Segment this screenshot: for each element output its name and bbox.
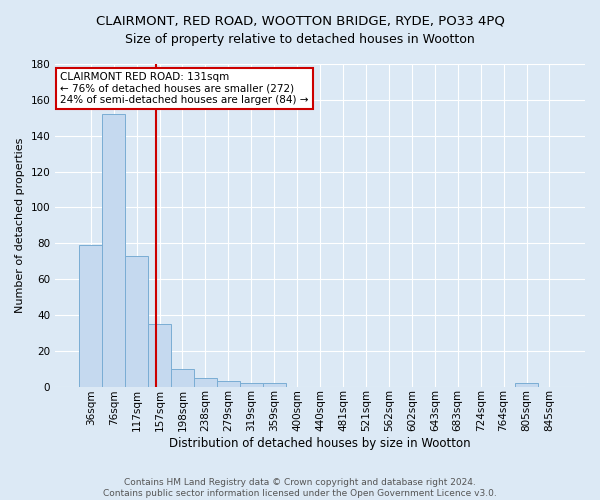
Bar [263,383,286,386]
X-axis label: Distribution of detached houses by size in Wootton: Distribution of detached houses by size … [169,437,471,450]
Y-axis label: Number of detached properties: Number of detached properties [15,138,25,313]
Bar [79,245,102,386]
Text: CLAIRMONT RED ROAD: 131sqm
← 76% of detached houses are smaller (272)
24% of sem: CLAIRMONT RED ROAD: 131sqm ← 76% of deta… [61,72,309,106]
Bar [217,381,240,386]
Bar [148,324,171,386]
Bar [102,114,125,386]
Bar [194,378,217,386]
Bar [240,383,263,386]
Text: Size of property relative to detached houses in Wootton: Size of property relative to detached ho… [125,32,475,46]
Text: CLAIRMONT, RED ROAD, WOOTTON BRIDGE, RYDE, PO33 4PQ: CLAIRMONT, RED ROAD, WOOTTON BRIDGE, RYD… [95,15,505,28]
Bar [515,383,538,386]
Bar [125,256,148,386]
Text: Contains HM Land Registry data © Crown copyright and database right 2024.
Contai: Contains HM Land Registry data © Crown c… [103,478,497,498]
Bar [171,368,194,386]
